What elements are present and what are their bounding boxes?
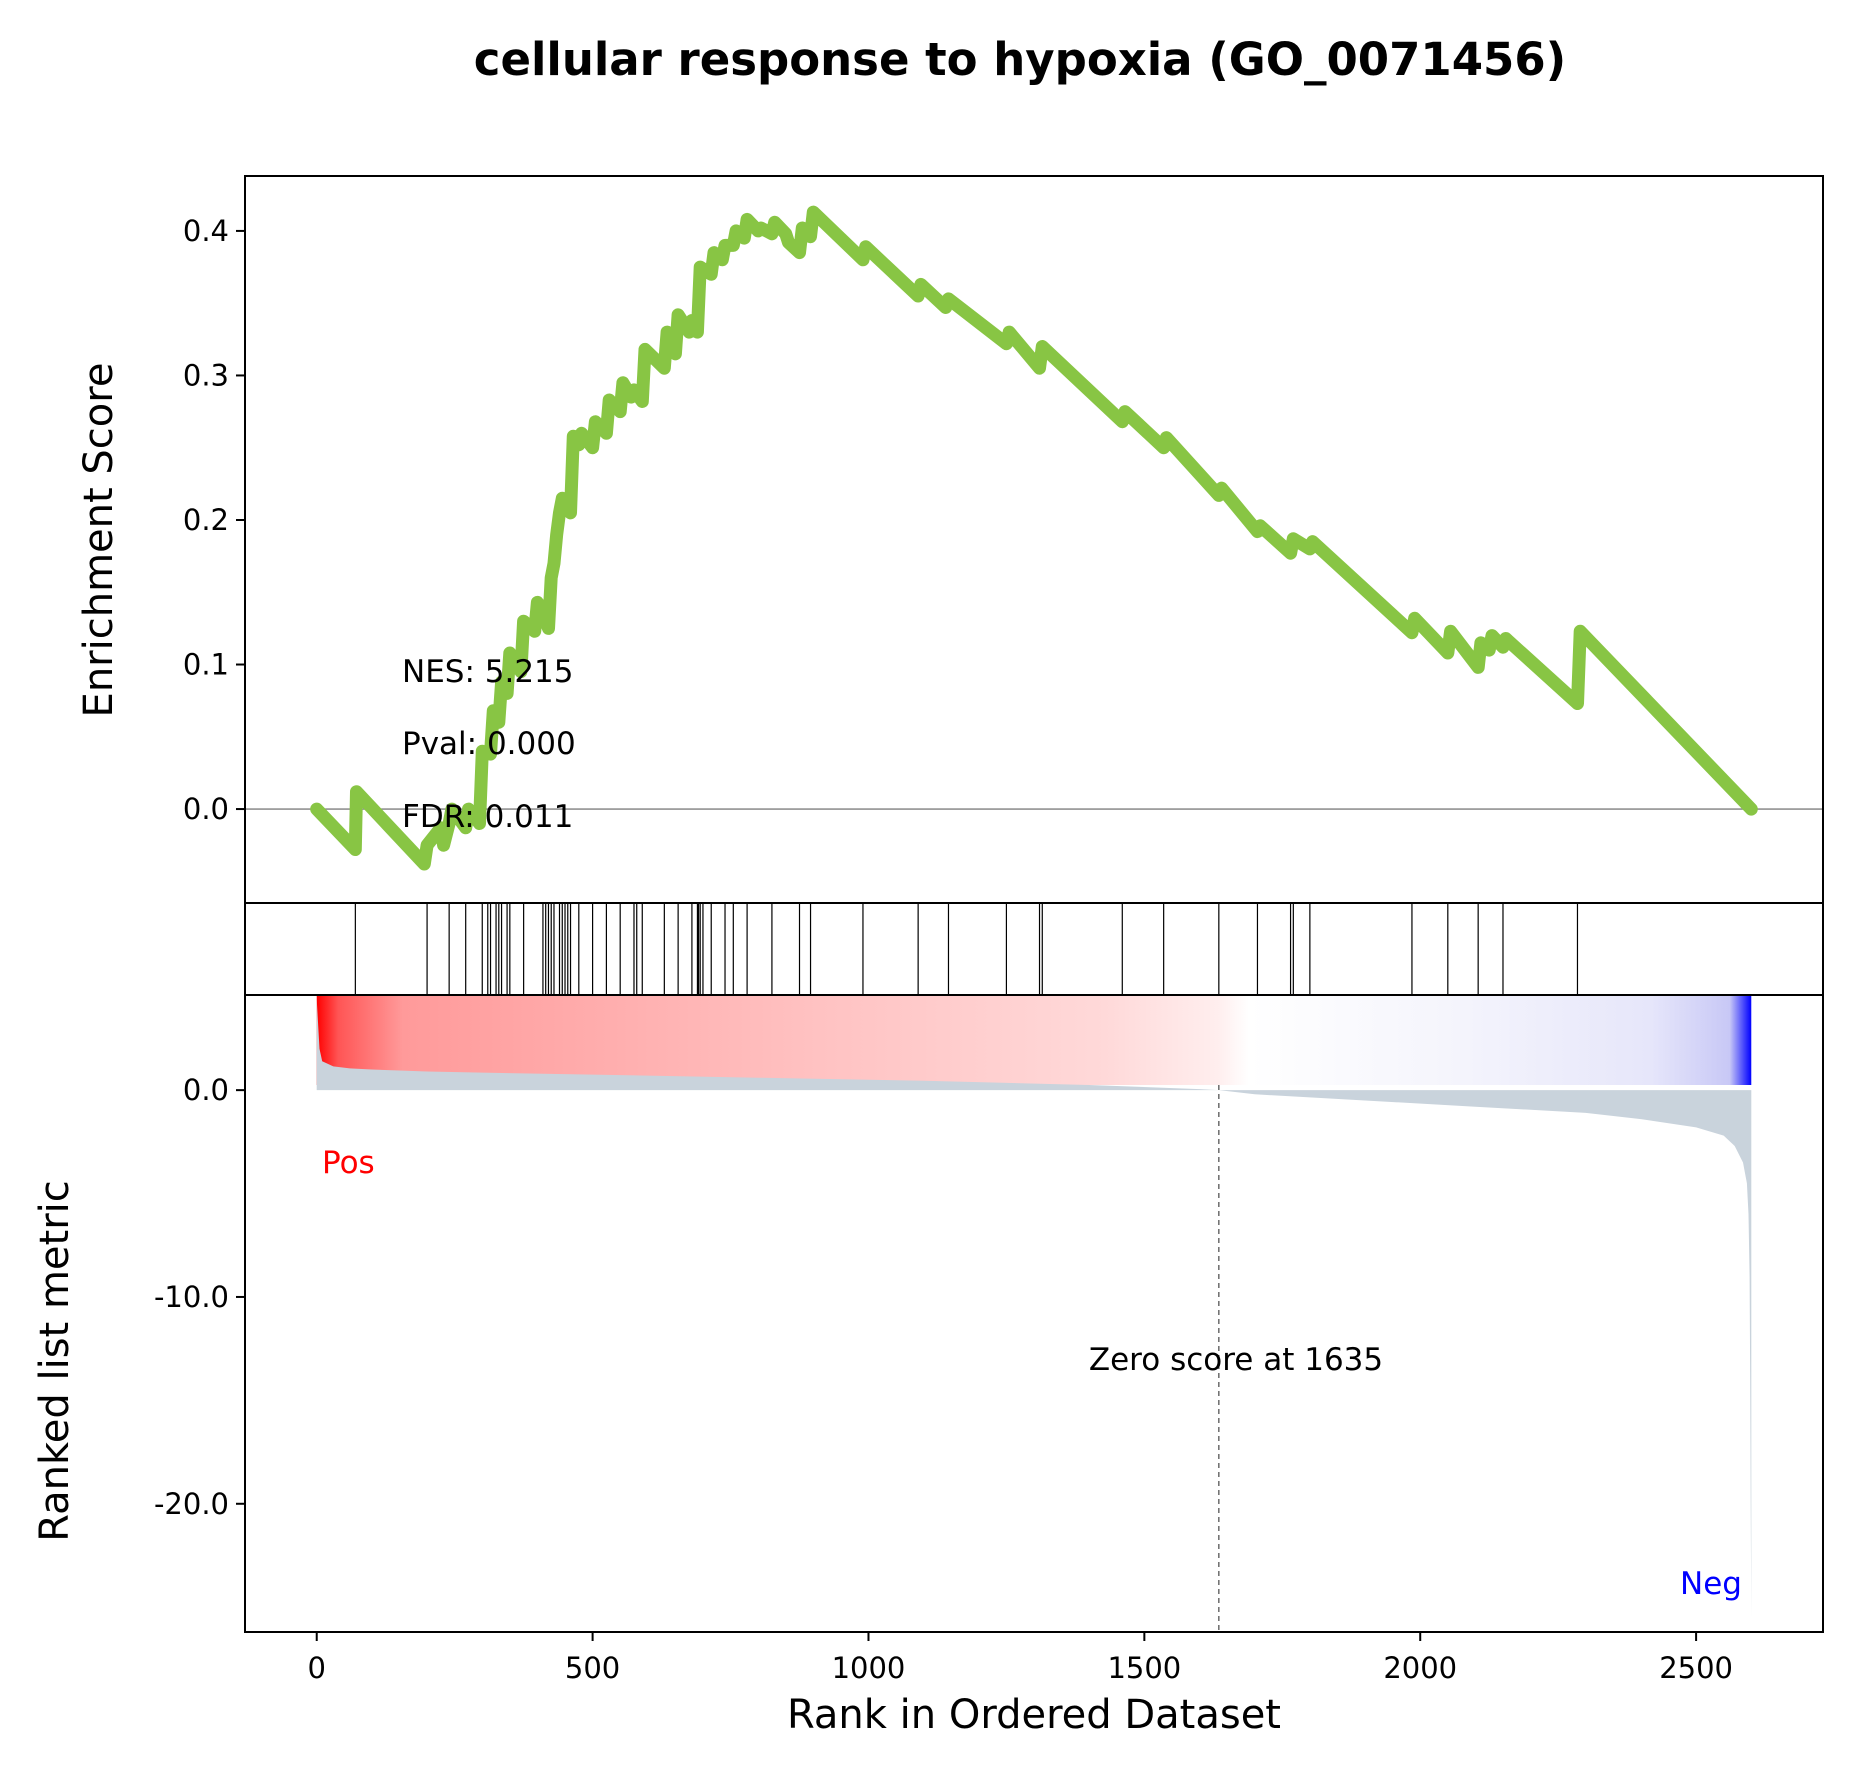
ranked-metric-panel: 0.0 -10.0 -20.0 Pos Neg Zero score at 1635… — [32, 994, 1824, 1633]
x-tick-label: 1500 — [1107, 1651, 1181, 1685]
chart-title: cellular response to hypoxia (GO_0071456… — [474, 33, 1566, 86]
metric-y-tick-label: -10.0 — [154, 1280, 229, 1314]
ranked-metric-panel-frame — [244, 994, 1824, 1633]
enrichment-y-ticks: 0.0 0.1 0.2 0.3 0.4 — [183, 214, 245, 826]
enrichment-y-tick-label: 0.4 — [183, 214, 229, 248]
hits-panel — [244, 902, 1824, 996]
metric-y-tick-label: 0.0 — [183, 1073, 229, 1107]
x-tick-label: 1000 — [832, 1651, 906, 1685]
x-axis-label: Rank in Ordered Dataset — [787, 1692, 1281, 1738]
metric-y-ticks: 0.0 -10.0 -20.0 — [154, 1073, 245, 1521]
enrichment-y-tick-label: 0.2 — [183, 503, 229, 537]
nes-label: NES: 5.215 — [402, 654, 574, 690]
metric-y-tick-label: -20.0 — [154, 1487, 229, 1521]
pval-label: Pval: 0.000 — [402, 726, 576, 762]
enrichment-y-tick-label: 0.1 — [183, 648, 229, 682]
enrichment-score-line — [310, 205, 1758, 871]
gene-hit-marks — [354, 903, 1579, 995]
metric-y-axis-label: Ranked list metric — [32, 1180, 78, 1542]
x-tick-label: 2500 — [1659, 1651, 1733, 1685]
enrichment-panel: 0.0 0.1 0.2 0.3 0.4 NES: 5.215 Pval: 0.000 F… — [76, 175, 1824, 904]
x-tick-label: 500 — [565, 1651, 620, 1685]
enrichment-y-tick-label: 0.0 — [183, 792, 229, 826]
x-tick-label: 2000 — [1383, 1651, 1457, 1685]
neg-label: Neg — [1680, 1566, 1742, 1602]
enrichment-y-tick-label: 0.3 — [183, 358, 229, 392]
fdr-label: FDR: 0.011 — [402, 799, 573, 835]
x-tick-label: 0 — [308, 1651, 326, 1685]
x-axis-ticks: 0 500 1000 1500 2000 2500 — [308, 1632, 1733, 1685]
enrichment-y-axis-label: Enrichment Score — [76, 363, 122, 718]
pos-label: Pos — [322, 1145, 375, 1181]
zero-score-label: Zero score at 1635 — [1089, 1342, 1383, 1378]
ranked-metric-area — [316, 999, 1752, 1618]
rank-color-bar — [316, 995, 1752, 1085]
